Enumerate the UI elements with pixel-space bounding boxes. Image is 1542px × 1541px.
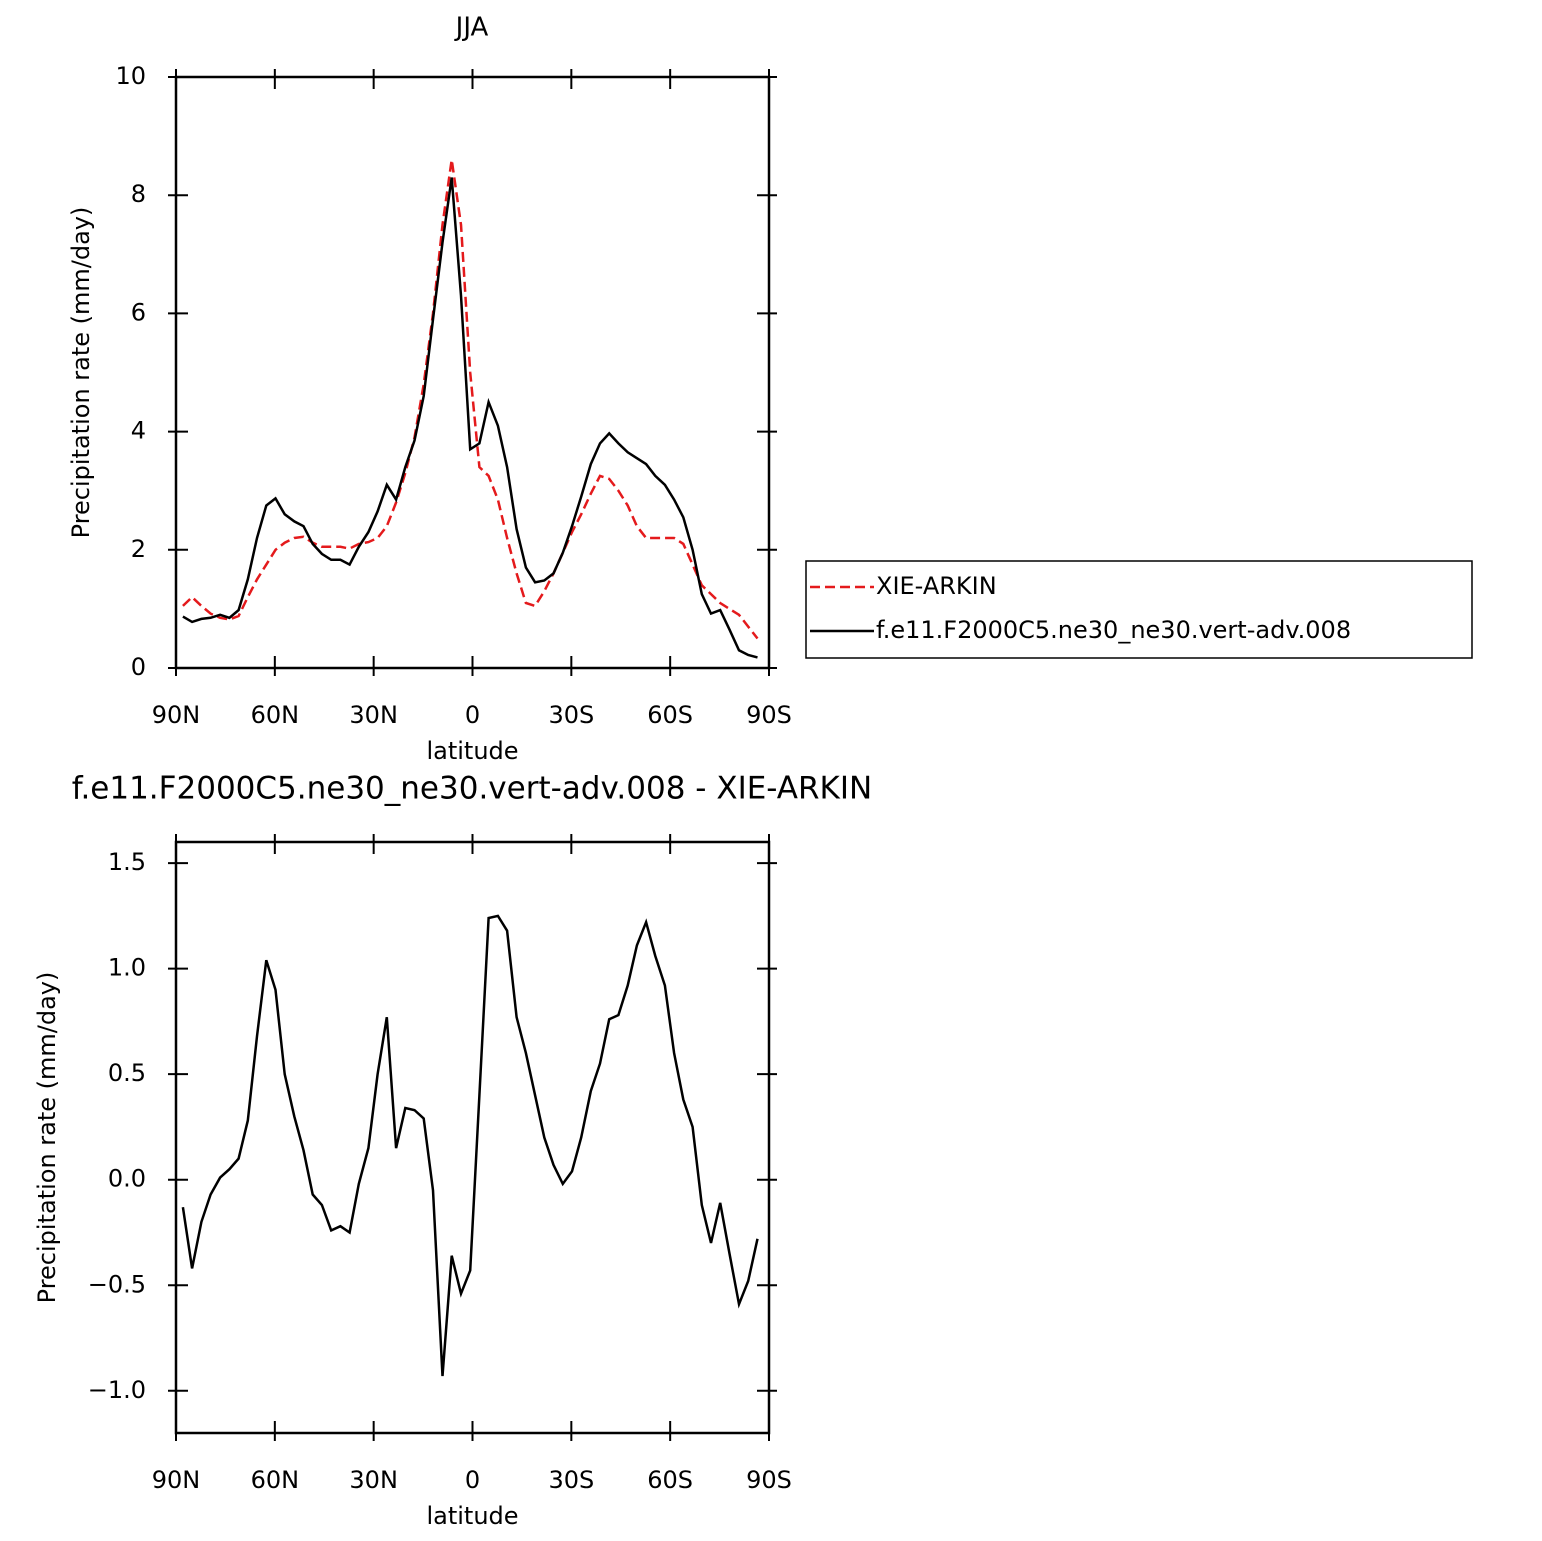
y-axis-label: Precipitation rate (mm/day) [33, 972, 61, 1304]
plot-frame [174, 75, 771, 670]
y-axis-label: Precipitation rate (mm/day) [67, 207, 95, 539]
y-tick-label: 10 [115, 62, 146, 90]
x-tick-label: 0 [465, 1466, 480, 1494]
x-tick-label: 30N [349, 1466, 398, 1494]
plot-frame [174, 840, 771, 1435]
x-tick-label: 90S [746, 1466, 792, 1494]
chart-title: JJA [454, 13, 489, 43]
data-line [181, 914, 759, 1377]
x-tick-label: 90N [152, 1466, 201, 1494]
x-tick-label: 60S [647, 1466, 693, 1494]
x-tick-label: 60N [251, 1466, 300, 1494]
y-tick-label: −1.0 [88, 1376, 146, 1404]
y-tick-label: 0 [131, 653, 146, 681]
x-tick-label: 0 [465, 701, 480, 729]
y-tick-label: 2 [131, 535, 146, 563]
x-axis-label: latitude [426, 737, 518, 765]
x-tick-label: 60N [251, 701, 300, 729]
y-tick-label: 1.0 [108, 954, 146, 982]
legend-label: f.e11.F2000C5.ne30_ne30.vert-adv.008 [876, 616, 1351, 644]
legend-label: XIE-ARKIN [876, 572, 997, 600]
y-tick-label: 1.5 [108, 848, 146, 876]
y-tick-label: −0.5 [88, 1270, 146, 1298]
x-tick-label: 90N [152, 701, 201, 729]
y-tick-label: 0.0 [108, 1165, 146, 1193]
chart-title: f.e11.F2000C5.ne30_ne30.vert-adv.008 - X… [72, 771, 872, 807]
x-tick-label: 30N [349, 701, 398, 729]
y-tick-label: 8 [131, 180, 146, 208]
x-tick-label: 60S [647, 701, 693, 729]
x-axis-label: latitude [426, 1502, 518, 1530]
x-tick-label: 90S [746, 701, 792, 729]
y-tick-label: 0.5 [108, 1059, 146, 1087]
data-line [182, 177, 758, 659]
y-tick-label: 6 [131, 298, 146, 326]
data-line [182, 159, 759, 640]
y-tick-label: 4 [131, 417, 146, 445]
legend-box [805, 560, 1473, 659]
x-tick-label: 30S [548, 1466, 594, 1494]
x-tick-label: 30S [548, 701, 594, 729]
